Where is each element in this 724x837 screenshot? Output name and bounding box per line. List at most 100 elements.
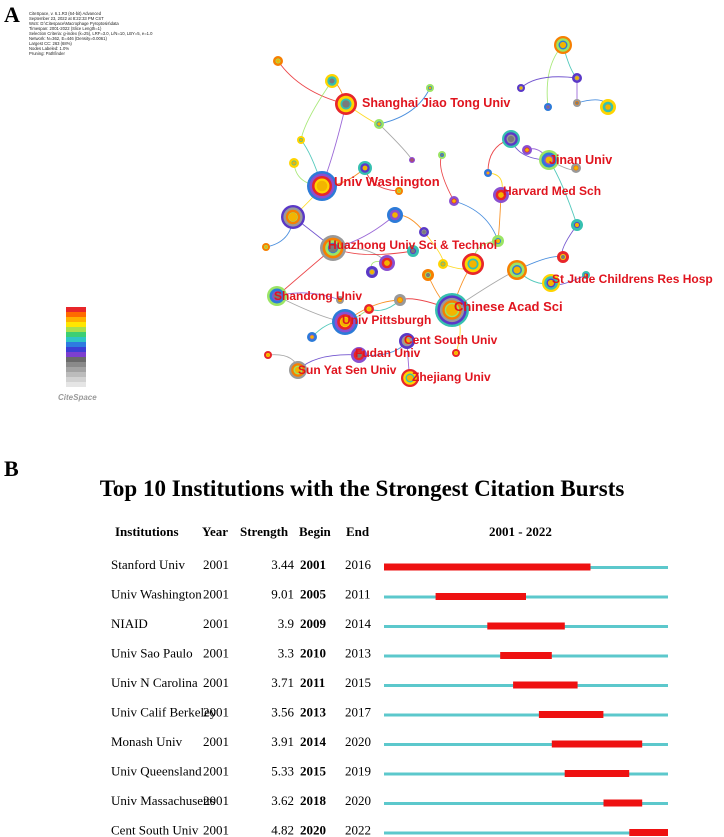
network-node bbox=[394, 294, 406, 306]
network-node bbox=[502, 130, 520, 148]
row-institution: Stanford Univ bbox=[111, 557, 186, 572]
network-node bbox=[307, 332, 317, 342]
network-node bbox=[572, 73, 582, 83]
network-edge bbox=[378, 123, 413, 161]
row-year: 2001 bbox=[203, 823, 229, 837]
network-nodes bbox=[262, 36, 616, 387]
network-node bbox=[387, 207, 403, 223]
burst-segment bbox=[551, 740, 643, 748]
row-begin: 2020 bbox=[300, 823, 326, 837]
panel-a-letter: A bbox=[4, 2, 20, 27]
network-node bbox=[281, 205, 305, 229]
row-strength: 3.9 bbox=[278, 616, 294, 631]
header-begin: Begin bbox=[299, 524, 332, 539]
row-begin: 2018 bbox=[300, 793, 327, 808]
row-end: 2016 bbox=[345, 557, 372, 572]
row-end: 2017 bbox=[345, 705, 372, 720]
label-st-jude: St Jude Childrens Res Hosp bbox=[552, 272, 713, 286]
legend-swatch bbox=[66, 382, 86, 387]
row-end: 2013 bbox=[345, 646, 371, 661]
header-year: Year bbox=[202, 524, 228, 539]
network-node bbox=[435, 293, 469, 327]
burst-row: Univ Queensland 2001 5.33 2015 2019 bbox=[111, 764, 668, 779]
row-year: 2001 bbox=[203, 675, 229, 690]
network-node bbox=[522, 145, 532, 155]
legend-swatch bbox=[66, 322, 86, 327]
burst-segment bbox=[513, 681, 578, 689]
network-node bbox=[484, 169, 492, 177]
row-year: 2001 bbox=[203, 616, 229, 631]
network-node bbox=[407, 245, 419, 257]
network-node bbox=[366, 266, 378, 278]
network-node bbox=[462, 253, 484, 275]
network-node bbox=[335, 93, 357, 115]
row-strength: 3.56 bbox=[271, 705, 294, 720]
row-strength: 3.91 bbox=[271, 734, 294, 749]
citespace-logo: CiteSpace bbox=[58, 393, 97, 402]
network-node bbox=[492, 235, 504, 247]
meta-line: WoS: D:\Citespace\Macrophage Pyroptosis\… bbox=[29, 21, 119, 26]
network-node bbox=[539, 150, 559, 170]
meta-line: September 23, 2022 at 8:22:33 PM CST bbox=[29, 16, 104, 21]
burst-row: Stanford Univ 2001 3.44 2001 2016 bbox=[111, 557, 668, 572]
legend-swatch bbox=[66, 372, 86, 377]
row-institution: Univ Calif Berkeley bbox=[111, 705, 217, 720]
network-node bbox=[351, 347, 367, 363]
row-begin: 2011 bbox=[300, 675, 325, 690]
meta-line: Nodes Labeled: 1.0% bbox=[29, 46, 70, 51]
burst-segment bbox=[564, 770, 630, 777]
burst-row: Univ Sao Paulo 2001 3.3 2010 2013 bbox=[111, 646, 668, 661]
meta-line: Timespan: 2001-2022 (Slice Length=1) bbox=[29, 26, 102, 31]
row-strength: 9.01 bbox=[271, 587, 294, 602]
row-year: 2001 bbox=[203, 705, 229, 720]
network-node bbox=[379, 255, 395, 271]
header-institutions: Institutions bbox=[115, 524, 179, 539]
year-color-legend bbox=[66, 307, 86, 387]
meta-line: Network: N=362, E=446 (Density=0.0061) bbox=[29, 36, 107, 41]
meta-line: Pruning: Pathfinder bbox=[29, 51, 65, 56]
label-univ-pittsburgh: Univ Pittsburgh bbox=[342, 313, 431, 327]
label-zhejiang-univ: Zhejiang Univ bbox=[412, 370, 491, 384]
row-strength: 3.71 bbox=[271, 675, 294, 690]
network-node bbox=[438, 151, 446, 159]
row-strength: 3.44 bbox=[271, 557, 294, 572]
timeline-bar bbox=[384, 772, 668, 776]
network-node bbox=[289, 158, 299, 168]
network-node bbox=[557, 251, 569, 263]
network-node bbox=[542, 274, 560, 292]
network-node bbox=[325, 74, 339, 88]
label-cent-south-univ: Cent South Univ bbox=[404, 333, 498, 347]
row-begin: 2001 bbox=[300, 557, 326, 572]
legend-swatch bbox=[66, 317, 86, 322]
legend-swatch bbox=[66, 332, 86, 337]
legend-swatch bbox=[66, 307, 86, 312]
network-node bbox=[571, 163, 581, 173]
row-strength: 3.3 bbox=[278, 646, 294, 661]
row-institution: Univ Washington bbox=[111, 587, 202, 602]
burst-row: Cent South Univ 2001 4.82 2020 2022 bbox=[111, 823, 668, 837]
network-node bbox=[336, 296, 344, 304]
citespace-meta: CiteSpace, v. 6.1.R3 (64-bit) Advanced Se… bbox=[29, 11, 152, 56]
network-node bbox=[571, 219, 583, 231]
row-institution: Univ N Carolina bbox=[111, 675, 198, 690]
label-jinan-univ: Jinan Univ bbox=[549, 153, 612, 167]
meta-line: Largest CC: 263 (68%) bbox=[29, 41, 72, 46]
network-edge bbox=[520, 76, 578, 89]
network-node bbox=[600, 99, 616, 115]
burst-segment bbox=[538, 711, 604, 718]
network-node bbox=[438, 259, 448, 269]
burst-header: Institutions Year Strength Begin End 200… bbox=[115, 524, 552, 539]
network-node bbox=[374, 119, 384, 129]
burst-row: Monash Univ 2001 3.91 2014 2020 bbox=[111, 734, 668, 749]
network-node bbox=[452, 349, 460, 357]
legend-swatch bbox=[66, 357, 86, 362]
timeline-bar bbox=[384, 713, 668, 717]
burst-segment bbox=[603, 799, 643, 807]
legend-swatch bbox=[66, 367, 86, 372]
label-sun-yat-sen: Sun Yat Sen Univ bbox=[298, 363, 397, 377]
legend-swatch bbox=[66, 377, 86, 382]
network-edge bbox=[300, 80, 333, 141]
burst-segment bbox=[629, 829, 668, 836]
burst-segment bbox=[487, 622, 565, 630]
